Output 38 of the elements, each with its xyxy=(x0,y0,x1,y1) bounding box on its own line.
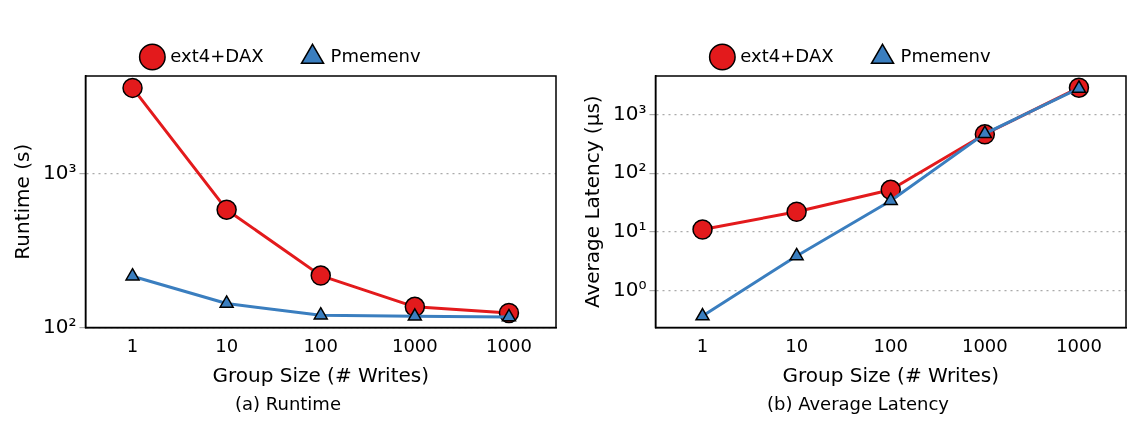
x-axis-title: Group Size (# Writes) xyxy=(212,363,430,388)
legend-label: ext4+DAX xyxy=(740,44,834,66)
x-tick-label: 1000 xyxy=(391,334,438,356)
text: (b) Average Latency xyxy=(766,393,950,414)
point xyxy=(692,219,713,240)
x-tick-label: 100 xyxy=(873,334,908,356)
point xyxy=(695,307,710,321)
x-axis-title: Group Size (# Writes) xyxy=(782,363,1000,388)
x-tick-label: 10 xyxy=(785,334,809,356)
point xyxy=(122,77,143,99)
point xyxy=(310,265,331,286)
point xyxy=(125,267,140,281)
y-tick-label: 10³ xyxy=(43,159,77,184)
y-tick-label: 10¹ xyxy=(613,218,647,243)
y-tick-label: 10³ xyxy=(613,100,647,125)
point xyxy=(407,308,423,321)
y-axis-title: Average Latency (μs) xyxy=(580,95,605,309)
point xyxy=(313,306,328,320)
text: (a) Runtime xyxy=(234,393,342,414)
point xyxy=(883,192,898,206)
x-tick-label: 100 xyxy=(303,334,338,356)
legend-label: ext4+DAX xyxy=(170,44,264,66)
point xyxy=(219,295,234,308)
x-tick-label: 1000 xyxy=(1056,334,1102,356)
y-tick-label: 10² xyxy=(43,313,77,338)
point xyxy=(789,247,804,261)
legend-label: Pmemenv xyxy=(330,44,422,66)
x-tick-label: 1 xyxy=(126,334,139,356)
legend-label: Pmemenv xyxy=(900,44,992,66)
point xyxy=(786,201,807,223)
y-tick-label: 10⁰ xyxy=(613,276,647,301)
x-tick-label: 1000 xyxy=(486,334,532,356)
x-tick-label: 10 xyxy=(215,334,239,356)
point xyxy=(216,199,237,220)
y-axis-title: Runtime (s) xyxy=(10,143,35,260)
x-tick-label: 1 xyxy=(696,334,709,356)
x-tick-label: 1000 xyxy=(961,334,1008,356)
y-tick-label: 10² xyxy=(613,159,647,184)
